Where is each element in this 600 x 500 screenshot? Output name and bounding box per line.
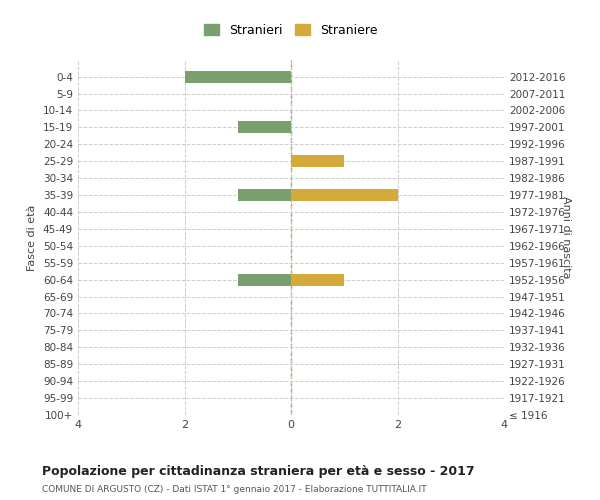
Bar <box>238 122 291 134</box>
Bar <box>238 274 291 285</box>
Text: Popolazione per cittadinanza straniera per età e sesso - 2017: Popolazione per cittadinanza straniera p… <box>42 465 475 478</box>
Bar <box>291 156 344 167</box>
Bar <box>291 189 398 201</box>
Bar <box>291 274 344 285</box>
Bar <box>185 70 291 83</box>
Y-axis label: Anni di nascita: Anni di nascita <box>561 196 571 279</box>
Bar <box>238 189 291 201</box>
Legend: Stranieri, Straniere: Stranieri, Straniere <box>200 20 382 40</box>
Text: COMUNE DI ARGUSTO (CZ) - Dati ISTAT 1° gennaio 2017 - Elaborazione TUTTITALIA.IT: COMUNE DI ARGUSTO (CZ) - Dati ISTAT 1° g… <box>42 485 427 494</box>
Y-axis label: Fasce di età: Fasce di età <box>28 204 37 270</box>
